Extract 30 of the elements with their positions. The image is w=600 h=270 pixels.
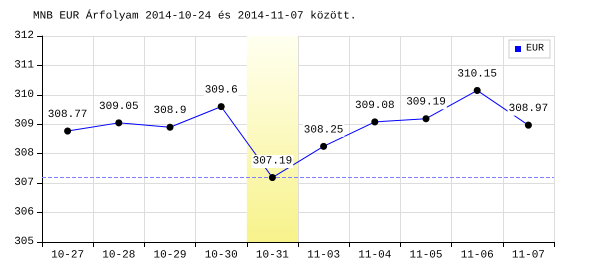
data-label: 308.25 xyxy=(304,124,344,136)
data-label: 309.05 xyxy=(98,100,139,113)
data-label: 309.19 xyxy=(406,96,446,109)
x-tick-label: 11-04 xyxy=(358,250,392,262)
y-tick-label: 305 xyxy=(14,236,34,248)
x-tick-label: 10-31 xyxy=(256,250,290,262)
y-tick-label: 307 xyxy=(14,177,34,190)
y-tick-label: 312 xyxy=(14,30,34,42)
y-tick-label: 306 xyxy=(14,206,34,219)
chart-title: MNB EUR Árfolyam 2014-10-24 és 2014-11-07 között. xyxy=(33,8,356,22)
data-label: 309.08 xyxy=(354,100,395,112)
x-tick-label: 10-28 xyxy=(102,250,136,262)
x-tick-label: 10-29 xyxy=(153,250,187,262)
y-tick-label: 310 xyxy=(14,88,34,101)
x-tick-label: 11-03 xyxy=(307,250,340,262)
y-tick-label: 311 xyxy=(14,59,34,72)
data-label: 308.9 xyxy=(153,105,187,118)
y-tick-label: 308 xyxy=(14,148,34,160)
data-label: 308.97 xyxy=(508,103,548,116)
data-label: 308.77 xyxy=(48,109,88,122)
x-tick-label: 10-30 xyxy=(204,250,238,262)
data-label: 307.19 xyxy=(252,156,292,168)
y-tick-label: 309 xyxy=(14,118,34,130)
x-tick-label: 11-07 xyxy=(512,250,545,262)
x-tick-label: 10-27 xyxy=(51,250,84,262)
x-tick-label: 11-06 xyxy=(460,250,494,262)
x-tick-label: 11-05 xyxy=(409,250,443,262)
data-label: 310.15 xyxy=(457,68,498,80)
data-label: 309.6 xyxy=(204,84,238,97)
legend-label: EUR xyxy=(526,44,544,54)
